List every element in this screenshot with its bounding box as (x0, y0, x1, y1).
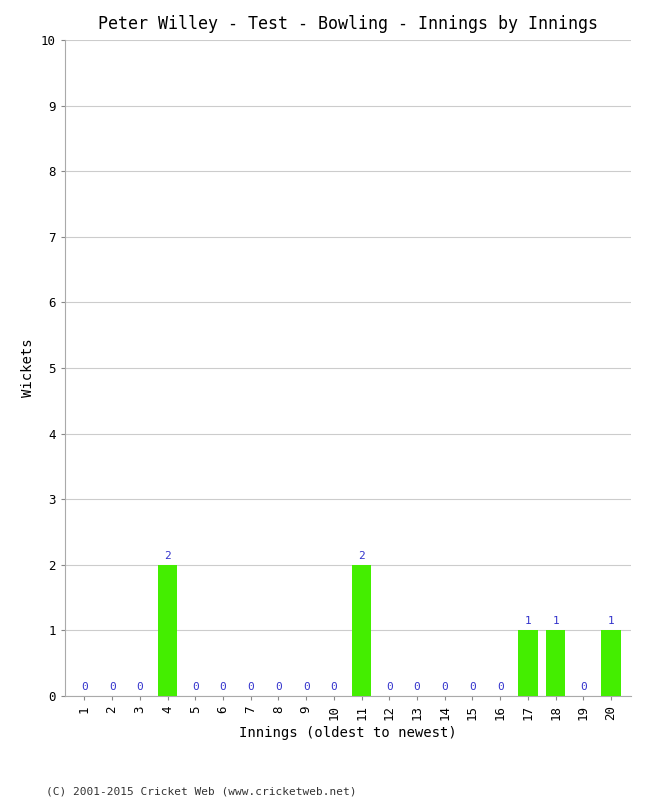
Text: 0: 0 (109, 682, 116, 692)
Text: 0: 0 (469, 682, 476, 692)
Text: 0: 0 (81, 682, 88, 692)
Bar (601, 630, 621, 696)
Text: 0: 0 (136, 682, 143, 692)
Bar (352, 565, 371, 696)
Text: 2: 2 (164, 551, 171, 561)
Text: 1: 1 (525, 617, 531, 626)
Text: 0: 0 (220, 682, 226, 692)
Text: 1: 1 (608, 617, 614, 626)
Text: 1: 1 (552, 617, 559, 626)
Text: 0: 0 (330, 682, 337, 692)
Text: 0: 0 (192, 682, 199, 692)
Title: Peter Willey - Test - Bowling - Innings by Innings: Peter Willey - Test - Bowling - Innings … (98, 15, 598, 33)
Text: 0: 0 (386, 682, 393, 692)
Text: 0: 0 (413, 682, 421, 692)
Text: 0: 0 (497, 682, 504, 692)
Text: 0: 0 (580, 682, 587, 692)
Bar (518, 630, 538, 696)
X-axis label: Innings (oldest to newest): Innings (oldest to newest) (239, 726, 456, 739)
Text: 0: 0 (441, 682, 448, 692)
Y-axis label: Wickets: Wickets (21, 338, 35, 398)
Text: 0: 0 (303, 682, 309, 692)
Text: (C) 2001-2015 Cricket Web (www.cricketweb.net): (C) 2001-2015 Cricket Web (www.cricketwe… (46, 786, 356, 796)
Text: 0: 0 (248, 682, 254, 692)
Text: 2: 2 (358, 551, 365, 561)
Bar (546, 630, 566, 696)
Text: 0: 0 (275, 682, 282, 692)
Bar (158, 565, 177, 696)
